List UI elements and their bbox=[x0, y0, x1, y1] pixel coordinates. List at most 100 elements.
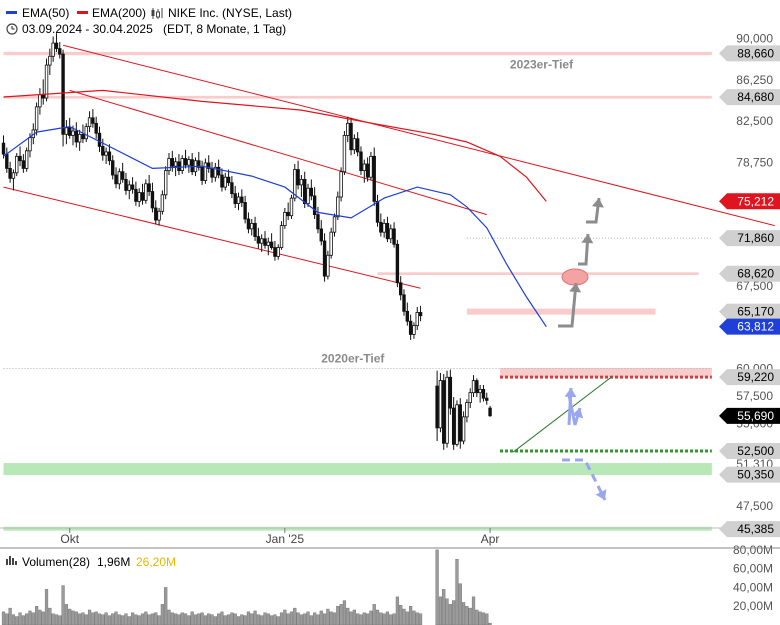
candle-body bbox=[180, 158, 184, 172]
zone-support-45 bbox=[3, 526, 712, 531]
candle-body bbox=[408, 320, 413, 335]
volume-bar bbox=[253, 610, 257, 625]
volume-bar bbox=[336, 606, 340, 625]
candle-body bbox=[107, 151, 112, 162]
candle bbox=[269, 233, 274, 250]
volume-bar bbox=[236, 616, 241, 625]
candle bbox=[97, 126, 102, 152]
volume-bar bbox=[137, 615, 141, 625]
price-box-label: 75,212 bbox=[737, 194, 774, 208]
trendline-long-term-downtrend bbox=[62, 44, 775, 227]
candle bbox=[77, 129, 82, 151]
y-tick-label: 47,500 bbox=[736, 499, 773, 513]
volume-bar bbox=[28, 610, 32, 625]
volume-bar bbox=[306, 611, 310, 625]
candle-body bbox=[253, 222, 257, 237]
price-box: 52,500 bbox=[719, 442, 780, 459]
candle-body bbox=[336, 196, 340, 218]
candle-body bbox=[266, 241, 270, 246]
volume-bar bbox=[243, 615, 247, 625]
volume-bar bbox=[346, 607, 350, 625]
volume-bar bbox=[475, 609, 479, 625]
candle-body bbox=[465, 402, 469, 418]
volume-bar bbox=[84, 614, 88, 625]
volume-tick-label: 80,00M bbox=[733, 543, 773, 557]
volume-bar bbox=[452, 600, 456, 625]
volume-tick-label: 40,00M bbox=[733, 580, 773, 594]
volume-bar bbox=[203, 615, 208, 625]
candle bbox=[438, 372, 443, 433]
candle-body bbox=[481, 388, 486, 399]
candle bbox=[412, 322, 416, 339]
volume-bar bbox=[11, 614, 16, 625]
candle bbox=[94, 116, 98, 139]
volume-bar bbox=[94, 611, 98, 625]
candle bbox=[240, 189, 244, 207]
candle bbox=[74, 122, 79, 148]
arrow-up-1 bbox=[558, 282, 582, 328]
volume-bar bbox=[478, 611, 482, 625]
candle-body bbox=[365, 163, 370, 178]
price-box-bg bbox=[719, 303, 780, 320]
candle bbox=[253, 216, 257, 241]
price-box-label: 65,170 bbox=[737, 305, 774, 319]
volume-bar bbox=[356, 613, 360, 625]
candle bbox=[180, 155, 184, 174]
candle bbox=[448, 369, 453, 415]
volume-bar bbox=[44, 589, 49, 625]
price-box: 50,350 bbox=[719, 466, 780, 483]
candle bbox=[124, 172, 128, 195]
candle bbox=[471, 375, 476, 398]
candle-body bbox=[200, 166, 204, 181]
volume-bar bbox=[177, 614, 181, 625]
candle-body bbox=[130, 184, 135, 190]
candle bbox=[236, 192, 241, 211]
candle-body bbox=[5, 153, 9, 169]
candle-body bbox=[34, 106, 39, 131]
candle-body bbox=[187, 159, 191, 166]
candle-body bbox=[167, 158, 171, 172]
candle-body bbox=[293, 169, 297, 199]
candle-body bbox=[316, 214, 320, 230]
candle bbox=[359, 146, 363, 176]
volume-bar bbox=[402, 608, 406, 625]
candle-body bbox=[157, 210, 161, 221]
candle-body bbox=[346, 122, 350, 136]
candle bbox=[289, 194, 294, 219]
volume-bar bbox=[78, 613, 82, 625]
volume-bar bbox=[372, 604, 376, 625]
candle bbox=[18, 146, 22, 167]
candle bbox=[87, 111, 92, 133]
date-range: 03.09.2024 - 30.04.2025 bbox=[22, 22, 153, 36]
zones bbox=[3, 51, 712, 531]
y-tick-label: 67,500 bbox=[736, 279, 773, 293]
volume-bar bbox=[107, 615, 112, 625]
volume-bar bbox=[144, 611, 148, 625]
candle-body bbox=[352, 138, 357, 151]
candle bbox=[369, 151, 373, 181]
candle bbox=[355, 132, 360, 157]
candle bbox=[173, 157, 178, 177]
candle bbox=[220, 168, 224, 192]
volume-bar bbox=[359, 614, 363, 625]
candle bbox=[398, 276, 403, 301]
y-tick-label: 57,500 bbox=[736, 389, 773, 403]
price-box-label: 50,350 bbox=[737, 468, 774, 482]
price-box: 55,690 bbox=[719, 407, 780, 424]
volume-bar bbox=[35, 606, 39, 625]
volume-bar bbox=[322, 613, 327, 625]
legend: EMA(50) EMA(200) NIKE Inc. (NYSE, Last) … bbox=[6, 6, 292, 36]
volume-bar bbox=[435, 549, 439, 625]
candle-body bbox=[455, 404, 459, 445]
candle-body bbox=[154, 207, 158, 221]
price-box-bg bbox=[719, 193, 780, 210]
price-box-label: 55,690 bbox=[737, 409, 774, 423]
candle-body bbox=[263, 238, 267, 246]
candle bbox=[64, 120, 69, 145]
candle bbox=[319, 220, 323, 246]
candle bbox=[114, 167, 118, 189]
volume-bar bbox=[223, 615, 227, 625]
candle-body bbox=[11, 172, 16, 179]
candle bbox=[163, 166, 168, 200]
volume-bar bbox=[1, 611, 6, 625]
